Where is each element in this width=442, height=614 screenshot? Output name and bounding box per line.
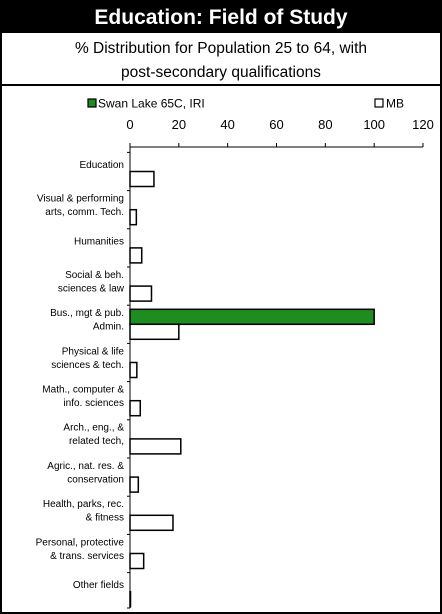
x-tick-label: 100 bbox=[363, 117, 385, 132]
category-label: & fitness bbox=[86, 513, 124, 524]
category-label: sciences & tech. bbox=[51, 360, 124, 371]
bar-mb bbox=[129, 285, 153, 302]
category-label: Visual & performing bbox=[37, 193, 124, 204]
x-tick-label: 80 bbox=[318, 117, 332, 132]
category-label: & trans. services bbox=[50, 551, 124, 562]
category-label: Bus., mgt & pub. bbox=[50, 308, 124, 319]
bar-mb bbox=[129, 170, 155, 188]
x-tick-label: 120 bbox=[412, 117, 434, 132]
legend-swatch-1 bbox=[87, 98, 97, 108]
bar-mb bbox=[129, 552, 145, 570]
bar-mb bbox=[129, 247, 143, 264]
bar-mb bbox=[129, 208, 138, 226]
legend-swatch-2 bbox=[374, 98, 384, 108]
bar-mb bbox=[129, 438, 182, 455]
bar-mb bbox=[129, 590, 132, 608]
subtitle-line-1: % Distribution for Population 25 to 64, … bbox=[74, 40, 368, 57]
category-label: Health, parks, rec. bbox=[43, 499, 124, 510]
category-label: arts, comm. Tech. bbox=[45, 207, 124, 218]
subtitle-line-2: post-secondary qualifications bbox=[121, 64, 321, 81]
category-label: Personal, protective bbox=[36, 537, 125, 548]
bar-mb bbox=[129, 476, 140, 493]
x-tick-label: 0 bbox=[126, 117, 133, 132]
bar-mb bbox=[129, 399, 142, 417]
category-label: sciences & law bbox=[58, 283, 125, 294]
category-label: Arch., eng., & bbox=[63, 423, 124, 434]
category-label: Agric., nat. res. & bbox=[47, 461, 124, 472]
category-label: Education bbox=[80, 160, 124, 171]
bar-mb bbox=[129, 323, 180, 341]
category-label: Humanities bbox=[74, 236, 124, 247]
legend-label-2: MB bbox=[386, 97, 404, 111]
bar-mb bbox=[129, 361, 138, 379]
chart-subtitle: % Distribution for Population 25 to 64, … bbox=[2, 34, 440, 86]
category-label: Math., computer & bbox=[42, 384, 124, 395]
x-tick-label: 40 bbox=[220, 117, 234, 132]
category-label: info. sciences bbox=[63, 398, 124, 409]
category-label: related tech, bbox=[69, 436, 124, 447]
category-label: Physical & life bbox=[62, 346, 125, 357]
category-label: conservation bbox=[67, 474, 124, 485]
category-label: Admin. bbox=[93, 322, 124, 333]
x-tick-label: 60 bbox=[269, 117, 283, 132]
x-tick-label: 20 bbox=[172, 117, 186, 132]
legend-label-1: Swan Lake 65C, IRI bbox=[98, 97, 205, 111]
bar-mb bbox=[129, 514, 174, 532]
chart-title: Education: Field of Study bbox=[2, 2, 440, 33]
category-label: Social & beh. bbox=[65, 270, 124, 281]
category-label: Other fields bbox=[73, 580, 124, 591]
bar-swan-lake bbox=[129, 308, 375, 326]
